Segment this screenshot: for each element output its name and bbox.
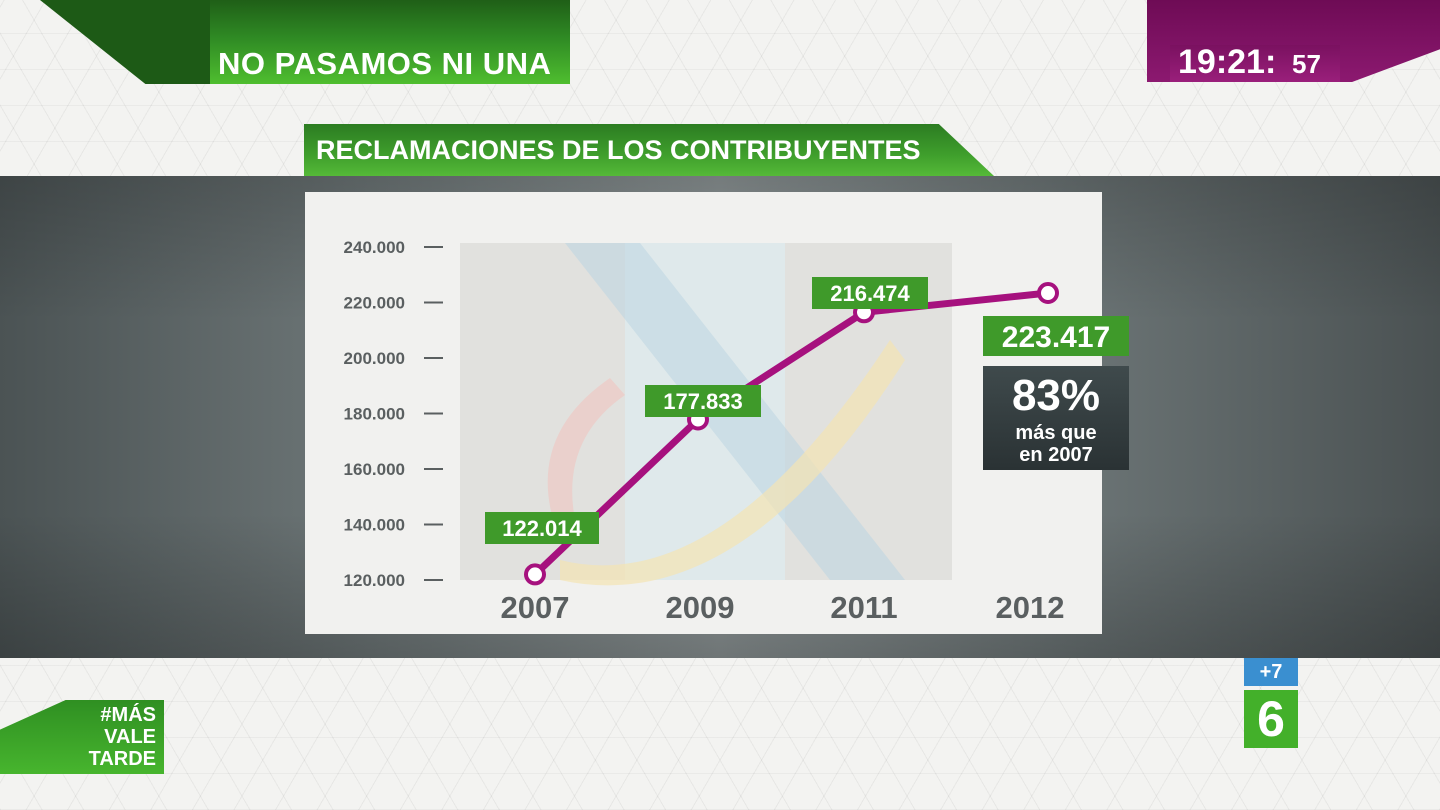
y-tick-label: 200.000 — [344, 349, 405, 368]
y-tick-label: 160.000 — [344, 460, 405, 479]
x-tick-label: 2009 — [666, 590, 735, 625]
data-point — [1037, 282, 1059, 305]
chart-title-banner — [304, 124, 994, 176]
background-pattern-bottom — [0, 656, 1440, 810]
data-point — [524, 563, 546, 586]
data-label-text: 122.014 — [502, 516, 582, 541]
clock-seconds: 57 — [1292, 49, 1321, 79]
data-label-box — [485, 512, 599, 544]
y-tick-label: 180.000 — [344, 405, 405, 424]
hashtag-text: #MÁS VALE TARDE — [60, 704, 156, 770]
hashtag-line1: #MÁS — [100, 704, 156, 726]
hashtag-line3: TARDE — [88, 748, 156, 770]
data-label-box — [645, 385, 761, 417]
data-label: 216.474 — [812, 277, 928, 309]
x-tick-label: 2011 — [830, 590, 897, 625]
y-tick-label: 240.000 — [344, 238, 405, 257]
hashtag-line2: VALE — [104, 726, 156, 748]
headline-text: NO PASAMOS NI UNA — [218, 46, 552, 81]
y-tick-label: 220.000 — [344, 294, 405, 313]
data-series: 122.014 177.833 216.474 223.417 — [485, 277, 1129, 586]
growth-caption-line1: más que — [1015, 422, 1097, 444]
clock-strip — [1170, 45, 1340, 82]
data-label-text: 216.474 — [830, 281, 910, 306]
clock-time: 19:21: — [1178, 43, 1277, 81]
data-label-text: 223.417 — [1002, 321, 1110, 354]
x-tick-label: 2007 — [501, 590, 570, 625]
data-label: 122.014 — [485, 512, 599, 544]
growth-stat-box: 83% más que en 2007 — [983, 366, 1129, 470]
headline-bar — [210, 0, 570, 84]
plus-seven-badge: +7 — [1244, 658, 1298, 686]
data-label-box — [812, 277, 928, 309]
data-label-box — [983, 316, 1129, 356]
data-label: 177.833 — [645, 385, 761, 417]
data-label: 223.417 — [983, 316, 1129, 356]
channel-logo: 6 — [1244, 690, 1298, 748]
growth-caption-line2: en 2007 — [1019, 444, 1093, 466]
y-tick-label: 120.000 — [344, 571, 405, 590]
chart-title: RECLAMACIONES DE LOS CONTRIBUYENTES — [316, 135, 921, 165]
y-tick-label: 140.000 — [344, 516, 405, 535]
y-axis: 120.000 140.000 160.000 180.000 200.000 220.0… — [344, 238, 443, 590]
x-axis: 2007 2009 2011 2012 — [501, 590, 1065, 625]
series-line — [531, 289, 1052, 578]
data-label-text: 177.833 — [663, 389, 743, 414]
growth-percent: 83% — [1011, 371, 1101, 420]
x-tick-label: 2012 — [996, 590, 1065, 625]
